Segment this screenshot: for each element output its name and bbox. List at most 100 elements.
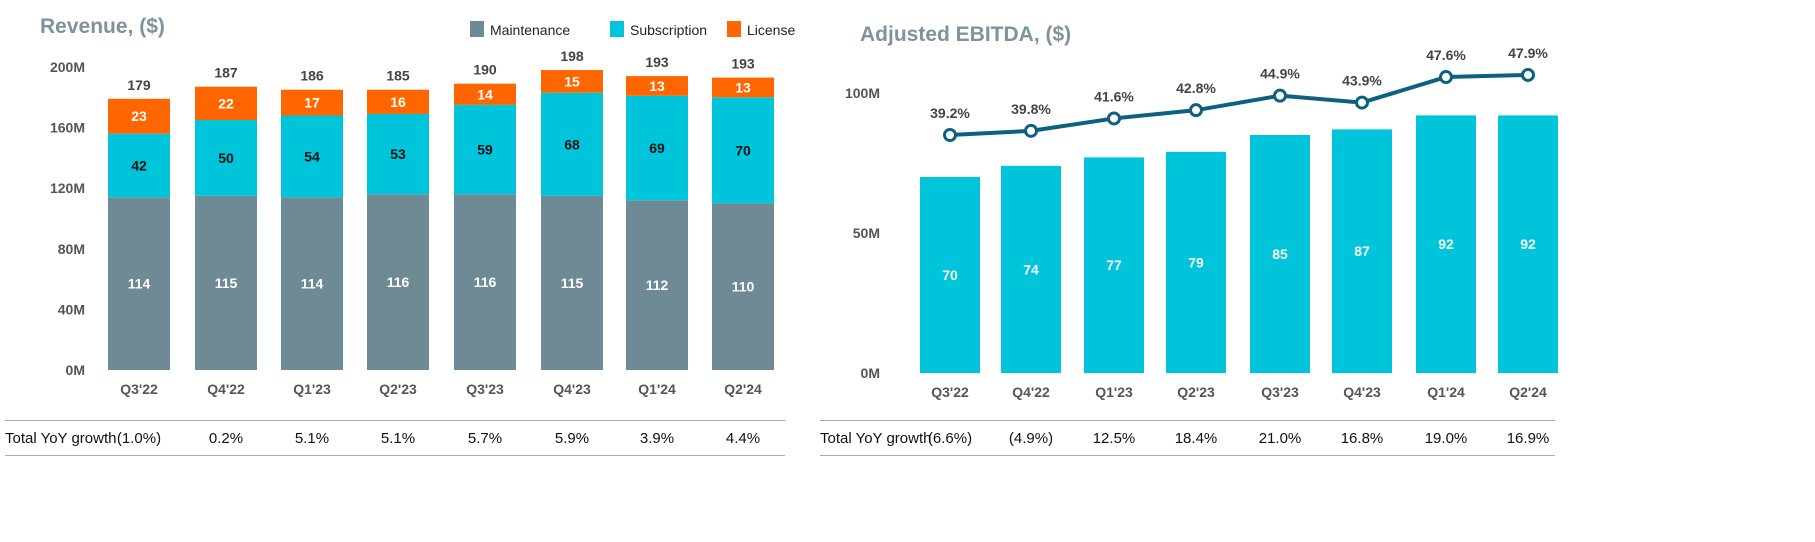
data-label: 59 — [477, 142, 493, 158]
bar-segment — [712, 97, 774, 204]
growth-value: 5.7% — [467, 430, 503, 447]
bar — [920, 177, 980, 373]
bar-segment — [626, 95, 688, 201]
x-tick-label: Q3'22 — [931, 384, 969, 400]
y-tick-label: 0M — [861, 365, 880, 381]
data-label: 70 — [942, 267, 958, 283]
y-tick-label: 100M — [845, 85, 880, 101]
total-label: 186 — [300, 68, 324, 84]
bar-segment — [712, 203, 774, 370]
y-tick-label: 0M — [66, 362, 85, 378]
y-tick-label: 160M — [50, 120, 85, 136]
bar — [1250, 135, 1310, 373]
growth-value: 4.4% — [725, 430, 761, 447]
divider — [820, 455, 1555, 456]
total-label: 179 — [127, 77, 151, 93]
growth-value: 16.8% — [1340, 430, 1384, 447]
data-label: 114 — [301, 276, 324, 292]
margin-label: 44.9% — [1260, 66, 1300, 82]
data-label: 85 — [1272, 246, 1288, 262]
legend-swatch — [470, 21, 484, 37]
legend-label: Subscription — [630, 22, 707, 38]
margin-label: 47.9% — [1508, 45, 1548, 61]
data-label: 110 — [732, 279, 755, 295]
x-tick-label: Q4'22 — [1012, 384, 1050, 400]
margin-point — [1189, 103, 1203, 118]
data-label: 68 — [564, 136, 580, 152]
bar-segment — [367, 89, 429, 114]
data-label: 79 — [1188, 254, 1204, 270]
data-label: 116 — [474, 274, 497, 290]
legend-label: License — [747, 22, 795, 38]
bar-segment — [108, 197, 170, 370]
growth-value: 5.1% — [380, 430, 416, 447]
data-label: 13 — [735, 79, 751, 95]
x-tick-label: Q1'23 — [1095, 384, 1133, 400]
bar-segment — [108, 133, 170, 198]
bar — [1001, 165, 1061, 373]
bar-segment — [541, 70, 603, 93]
y-tick-label: 80M — [58, 241, 85, 257]
x-tick-label: Q2'24 — [1509, 384, 1547, 400]
data-label: 115 — [561, 275, 584, 291]
x-tick-label: Q1'24 — [1427, 384, 1465, 400]
margin-point — [943, 128, 957, 142]
y-tick-label: 200M — [50, 59, 85, 75]
bar — [1166, 151, 1226, 373]
growth-value: 5.9% — [554, 430, 590, 447]
data-label: 22 — [218, 95, 234, 111]
data-label: 50 — [218, 150, 234, 166]
bar-segment — [712, 77, 774, 98]
data-label: 23 — [131, 108, 147, 124]
x-tick-label: Q1'24 — [638, 381, 676, 397]
data-label: 54 — [304, 148, 320, 164]
x-tick-label: Q1'23 — [293, 381, 331, 397]
margin-line — [949, 72, 1529, 137]
bar-segment — [541, 92, 603, 196]
bar-segment — [454, 194, 516, 370]
x-tick-label: Q3'23 — [1261, 384, 1299, 400]
margin-label: 42.8% — [1176, 80, 1216, 96]
data-label: 74 — [1023, 261, 1039, 277]
bar-segment — [541, 195, 603, 370]
growth-value: 19.0% — [1424, 430, 1468, 447]
data-label: 116 — [387, 274, 410, 290]
margin-point — [1439, 70, 1453, 85]
growth-value: 3.9% — [639, 430, 675, 447]
margin-point — [1355, 95, 1369, 110]
divider — [5, 420, 785, 421]
margin-point — [1024, 123, 1038, 138]
legend-swatch — [727, 21, 741, 37]
x-tick-label: Q3'22 — [120, 381, 158, 397]
margin-point — [1273, 88, 1287, 103]
data-label: 112 — [646, 277, 669, 293]
chart-title: Adjusted EBITDA, ($) — [860, 23, 1071, 46]
y-tick-label: 50M — [853, 225, 880, 241]
total-label: 193 — [645, 54, 669, 70]
total-label: 187 — [214, 65, 238, 81]
y-tick-label: 40M — [58, 301, 85, 317]
x-tick-label: Q2'23 — [379, 381, 417, 397]
x-tick-label: Q2'23 — [1177, 384, 1215, 400]
bar-segment — [195, 195, 257, 370]
row-label: Total YoY growth — [820, 430, 932, 447]
bar — [1084, 157, 1144, 373]
x-tick-label: Q3'23 — [466, 381, 504, 397]
data-label: 69 — [649, 140, 665, 156]
total-label: 185 — [386, 68, 410, 84]
bar-segment — [108, 98, 170, 134]
margin-label: 47.6% — [1426, 47, 1466, 63]
divider — [820, 420, 1555, 421]
data-label: 13 — [649, 78, 665, 94]
data-label: 87 — [1354, 243, 1370, 259]
margin-label: 43.9% — [1342, 73, 1382, 89]
growth-value: 5.1% — [294, 430, 330, 447]
bar-segment — [195, 120, 257, 196]
bar-segment — [367, 113, 429, 195]
x-tick-label: Q2'24 — [724, 381, 762, 397]
bar-segment — [367, 194, 429, 370]
bar-segment — [626, 76, 688, 96]
bar-segment — [195, 86, 257, 121]
x-tick-label: Q4'23 — [553, 381, 591, 397]
